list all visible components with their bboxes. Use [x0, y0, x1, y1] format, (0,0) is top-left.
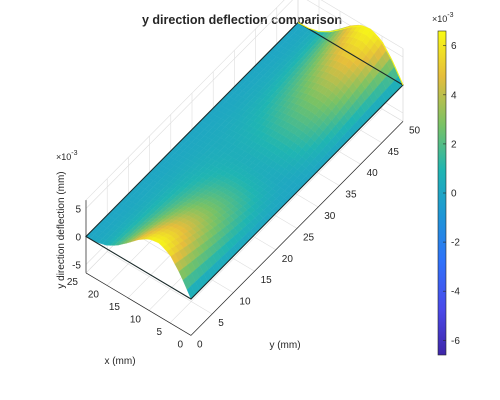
z-gridline [85, 0, 293, 209]
x-tick-label: 5 [156, 327, 162, 338]
y-tick-label: 30 [324, 211, 336, 222]
y-tick-label: 5 [218, 318, 224, 329]
colorbar-ticks: 6 4 2 0 -2 -4 -6 [443, 41, 460, 347]
z-axis-exponent: ×10-3 [56, 150, 78, 162]
z-axis-label: y direction deflection (mm) [56, 171, 67, 288]
chart-title: y direction deflection comparison [142, 13, 342, 27]
y-tick-label: 25 [303, 232, 315, 243]
y-tick-label: 0 [197, 339, 203, 350]
colorbar-tick-label: -6 [451, 336, 460, 347]
y-tick-label: 45 [388, 147, 400, 158]
x-tick-label: 0 [177, 339, 183, 350]
box-edge [320, 0, 404, 49]
colorbar-tick-label: 4 [451, 90, 457, 101]
axis-ticks: 0 5 10 15 20 25 0 5 10 15 20 25 30 35 40 45 50 -5 0 5 [67, 125, 421, 350]
y-tick-label: 10 [239, 297, 251, 308]
colorbar-tick-label: 2 [451, 139, 457, 150]
x-tick-label: 25 [67, 277, 79, 288]
colorbar: ×10-3 6 4 2 0 -2 -4 -6 [432, 12, 460, 356]
colorbar-exponent: ×10-3 [432, 12, 454, 24]
z-tick-label: 5 [75, 205, 81, 216]
y-gridline [107, 251, 213, 315]
colorbar-tick-label: 0 [451, 189, 457, 200]
y-tick-label: 50 [409, 125, 421, 136]
colorbar-tick-label: 6 [451, 41, 457, 52]
y-tick-label: 20 [282, 254, 294, 265]
y-axis-label: y (mm) [269, 340, 300, 351]
z-tick-label: -5 [72, 261, 81, 272]
colorbar-tick-label: -4 [451, 287, 460, 298]
y-tick-label: 40 [367, 168, 379, 179]
deflection-surface [85, 21, 404, 300]
y-axis-line [190, 121, 404, 336]
y-tick-label: 15 [261, 275, 273, 286]
x-tick-label: 20 [88, 289, 100, 300]
x-tick-label: 15 [109, 302, 121, 313]
x-axis-line [85, 272, 192, 336]
z-tick-label: 0 [75, 233, 81, 244]
x-axis-label: x (mm) [104, 356, 135, 367]
x-tick-label: 10 [130, 314, 142, 325]
colorbar-tick-label: -2 [451, 238, 460, 249]
end-profile-y50 [297, 22, 404, 86]
y-tick-label: 35 [345, 190, 357, 201]
